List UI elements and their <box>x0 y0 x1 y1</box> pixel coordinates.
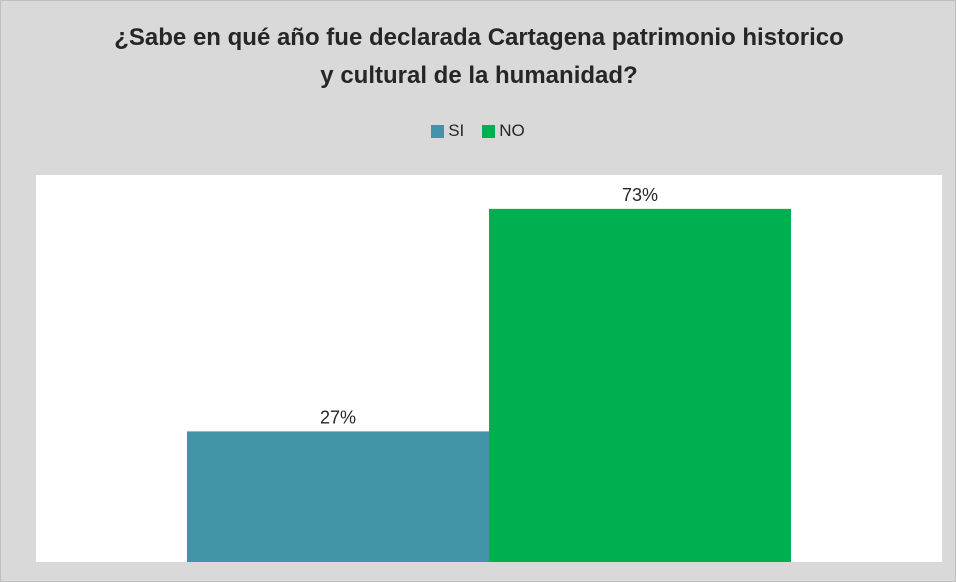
legend-entry: NO <box>482 121 525 141</box>
legend-label: SI <box>448 121 465 140</box>
legend-swatch <box>482 124 496 138</box>
chart-title: ¿Sabe en qué año fue declarada Cartagena… <box>114 24 844 89</box>
legend-entry: SI <box>431 121 464 141</box>
legend: SI NO <box>1 121 955 141</box>
data-label: 73% <box>622 185 658 205</box>
data-label: 27% <box>320 407 356 427</box>
legend-swatch <box>431 124 445 138</box>
bar <box>489 208 791 563</box>
legend-label: NO <box>499 121 525 140</box>
bar <box>187 431 489 562</box>
